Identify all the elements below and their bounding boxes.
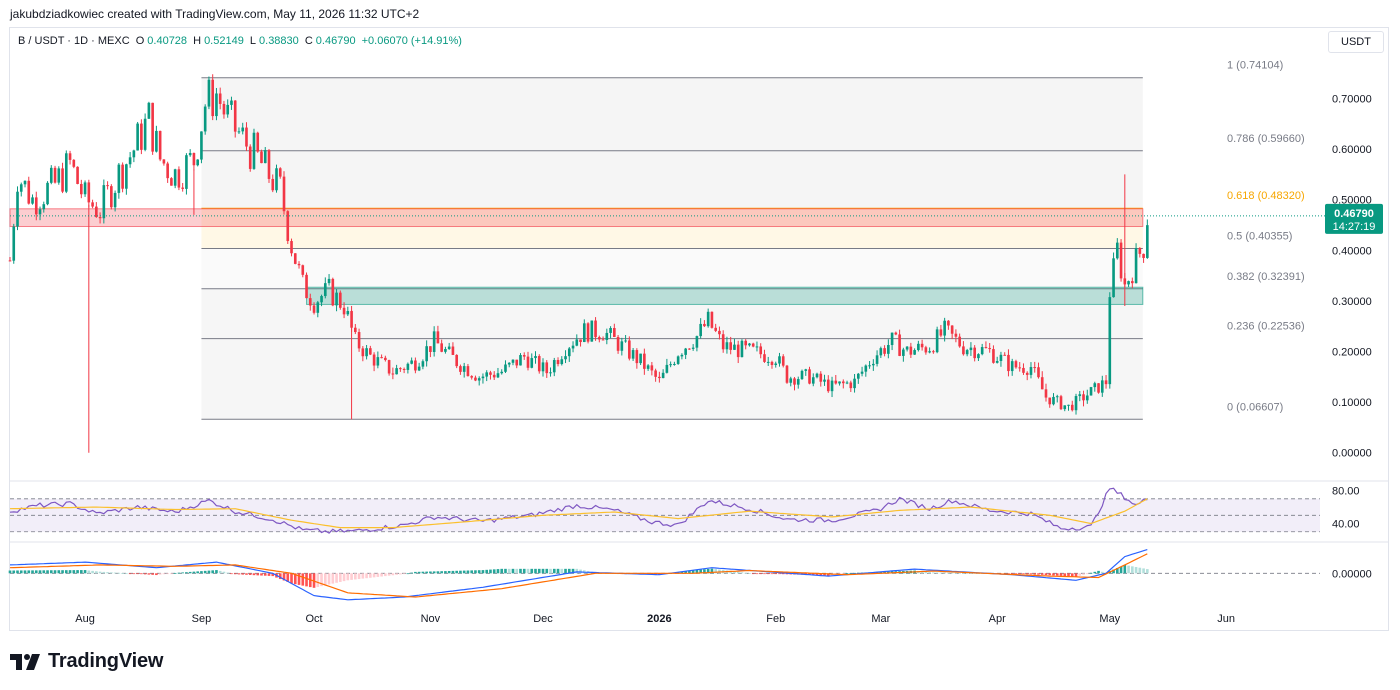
tradingview-brand-text: TradingView: [48, 650, 164, 672]
high-label: H: [193, 35, 202, 47]
close-label: C: [304, 35, 313, 47]
low-value: 0.38830: [259, 35, 299, 47]
change-value: +0.06070 (+14.91%): [361, 35, 462, 47]
open-label: O: [135, 35, 145, 47]
close-value: 0.46790: [315, 35, 356, 47]
currency-button[interactable]: USDT: [1328, 31, 1384, 53]
chart-frame: [9, 27, 1389, 631]
high-value: 0.52149: [204, 35, 244, 47]
chart-caption: jakubdziadkowiec created with TradingVie…: [10, 7, 420, 21]
symbol-label[interactable]: B / USDT · 1D · MEXC: [18, 35, 130, 47]
low-label: L: [249, 35, 257, 47]
tradingview-logo-icon: [10, 653, 40, 670]
open-value: 0.40728: [147, 35, 188, 47]
ohlc-legend: B / USDT · 1D · MEXC O 0.40728 H 0.52149 L…: [18, 35, 465, 47]
tradingview-logo: TradingView: [10, 650, 163, 673]
